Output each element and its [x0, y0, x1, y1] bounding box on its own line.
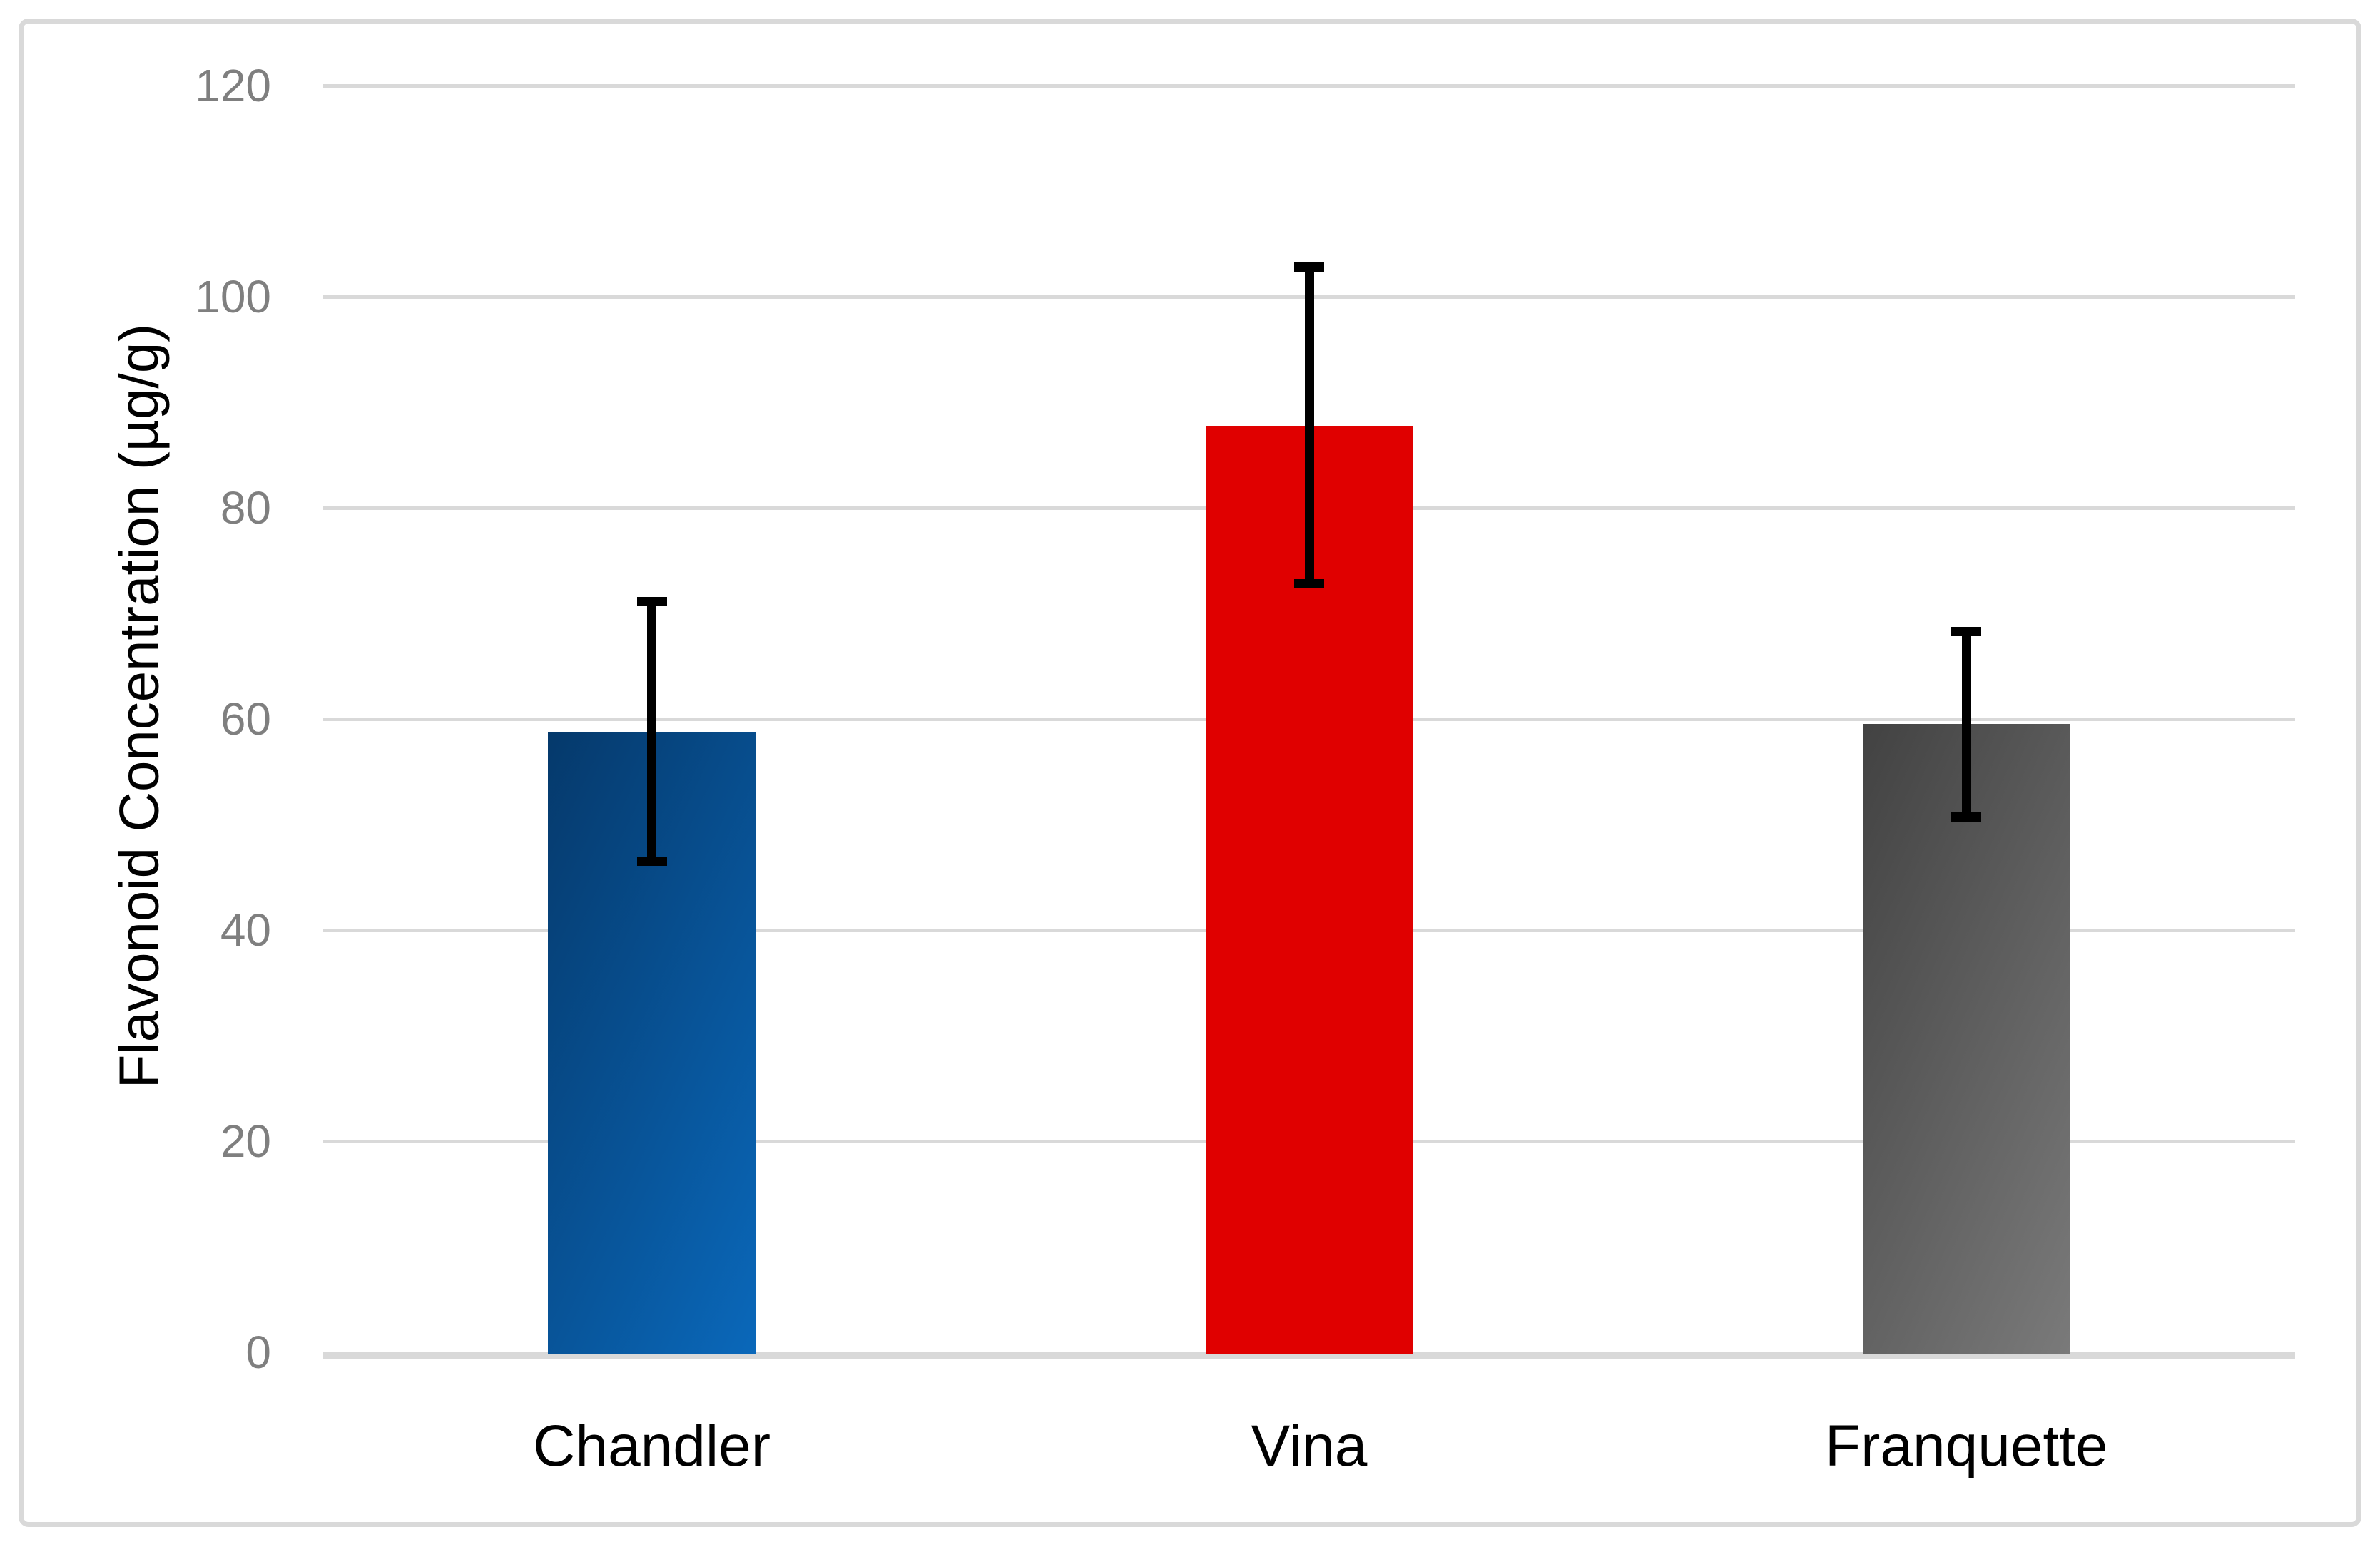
bar-franquette	[1862, 724, 2070, 1354]
x-axis-category-label: Chandler	[533, 1414, 771, 1479]
error-bar-cap	[1951, 626, 1982, 636]
error-bar-cap	[1951, 812, 1982, 822]
y-axis-tick-label: 100	[195, 271, 271, 322]
x-axis-category-label: Franquette	[1825, 1414, 2108, 1479]
gridline	[323, 83, 2295, 88]
x-axis-category-label: Vina	[1251, 1414, 1368, 1479]
chart-area-border	[19, 19, 2361, 1527]
y-axis-tick-label: 20	[220, 1115, 271, 1167]
x-axis-line	[323, 1352, 2295, 1359]
error-bar-cap	[636, 597, 667, 607]
y-axis-tick-label: 80	[220, 482, 271, 533]
error-bar-line	[647, 601, 657, 862]
error-bar-cap	[1294, 579, 1324, 589]
y-axis-tick-label: 40	[220, 904, 271, 956]
y-axis-tick-label: 0	[245, 1327, 271, 1378]
error-bar-cap	[1294, 262, 1324, 272]
error-bar-cap	[636, 857, 667, 867]
error-bar-line	[1961, 631, 1971, 817]
y-axis-tick-label: 60	[220, 693, 271, 745]
y-axis-tick-label: 120	[195, 60, 271, 111]
error-bar-line	[1304, 267, 1314, 584]
